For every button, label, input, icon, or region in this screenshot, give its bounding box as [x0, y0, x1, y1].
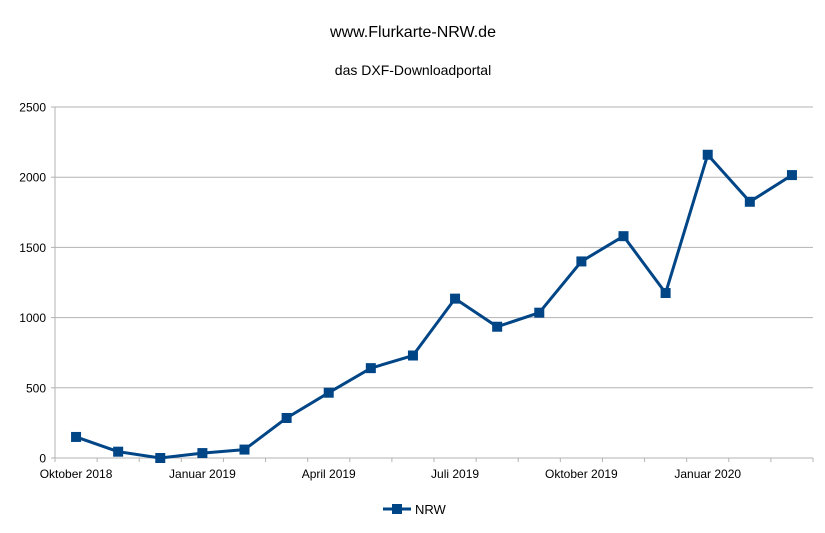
chart-title: www.Flurkarte-NRW.de: [329, 24, 496, 41]
data-point: [576, 256, 587, 267]
y-tick-label: 2500: [19, 101, 46, 115]
data-point: [365, 363, 376, 374]
legend-marker: [392, 504, 402, 514]
data-point: [239, 444, 250, 455]
x-tick-label: Januar 2019: [169, 467, 236, 481]
data-point: [492, 321, 503, 332]
data-point: [786, 170, 797, 181]
series-layer: [71, 149, 797, 463]
x-tick-label: Oktober 2019: [545, 467, 618, 481]
y-tick-label: 0: [39, 452, 46, 466]
data-point: [281, 412, 292, 423]
data-point: [113, 446, 124, 457]
series-line: [75, 153, 793, 460]
data-point: [323, 387, 334, 398]
data-point: [450, 293, 461, 304]
data-point: [71, 431, 82, 442]
legend-label: NRW: [415, 502, 447, 517]
grid: [55, 106, 813, 459]
data-point: [197, 448, 208, 459]
y-tick-label: 1500: [19, 241, 46, 255]
legend: NRW: [383, 502, 447, 517]
chart-subtitle: das DXF-Downloadportal: [335, 62, 491, 78]
data-point: [702, 149, 713, 160]
data-point: [534, 307, 545, 318]
x-tick-label: Oktober 2018: [40, 467, 113, 481]
x-tick-label: Juli 2019: [431, 467, 479, 481]
axes: 0 500 1000 1500 2000 2500 Oktober 2018 Januar 2…: [19, 101, 814, 481]
y-tick-label: 2000: [19, 171, 46, 185]
data-point: [155, 453, 166, 463]
data-point: [618, 231, 629, 242]
data-point: [744, 196, 755, 207]
y-tick-label: 1000: [19, 311, 46, 325]
y-tick-label: 500: [26, 381, 46, 395]
data-point: [407, 350, 418, 361]
data-point: [660, 288, 671, 299]
x-tick-label: Januar 2020: [674, 467, 741, 481]
x-tick-label: April 2019: [302, 467, 356, 481]
